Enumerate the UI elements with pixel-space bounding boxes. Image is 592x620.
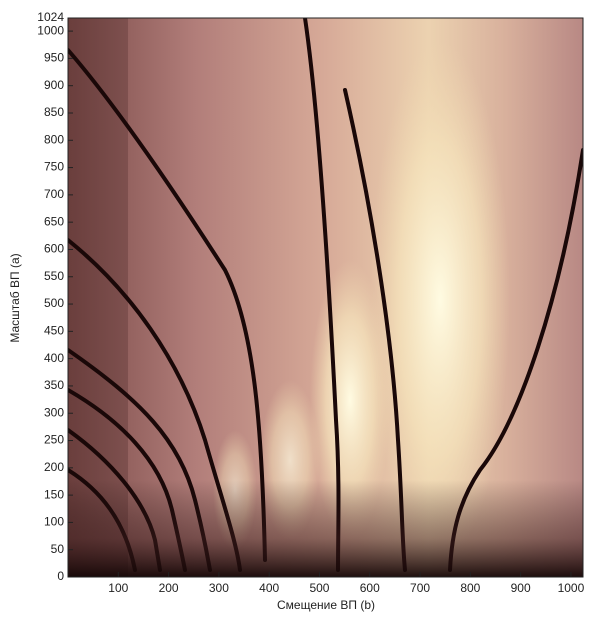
y-tick-label: 50 (51, 542, 65, 556)
y-axis-label: Масштаб ВП (a) (8, 253, 22, 342)
x-tick-label: 100 (108, 581, 128, 595)
x-tick-label: 400 (259, 581, 279, 595)
y-tick-label: 650 (44, 214, 64, 228)
y-tick-label: 500 (44, 296, 64, 310)
y-tick-label: 150 (44, 487, 64, 501)
x-tick-label: 500 (309, 581, 329, 595)
y-tick-label: 450 (44, 324, 64, 338)
x-tick-label: 600 (360, 581, 380, 595)
y-tick-label: 300 (44, 405, 64, 419)
y-tick-label: 950 (44, 51, 64, 65)
y-tick-label: 0 (57, 569, 64, 583)
scalogram (68, 18, 583, 577)
y-tick-label: 750 (44, 160, 64, 174)
y-tick-label: 100 (44, 515, 64, 529)
x-tick-label: 300 (209, 581, 229, 595)
x-tick-label: 800 (460, 581, 480, 595)
x-tick-label: 700 (410, 581, 430, 595)
y-tick-label: 200 (44, 460, 64, 474)
y-tick-label: 1000 (37, 23, 64, 37)
y-tick-label: 350 (44, 378, 64, 392)
x-tick-label: 1000 (558, 581, 585, 595)
y-tick-label: 900 (44, 78, 64, 92)
y-tick-label: 550 (44, 269, 64, 283)
chart: Смещение ВП (b) Масштаб ВП (a) 100 200 300… (0, 0, 592, 620)
x-axis-label: Смещение ВП (b) (277, 598, 375, 612)
y-tick-label: 700 (44, 187, 64, 201)
x-tick-label: 900 (511, 581, 531, 595)
y-tick-label: 800 (44, 132, 64, 146)
y-tick-label: 850 (44, 105, 64, 119)
y-tick-label: 600 (44, 242, 64, 256)
y-tick-label: 400 (44, 351, 64, 365)
y-tick-label: 250 (44, 433, 64, 447)
y-tick-label: 1024 (37, 10, 64, 24)
x-tick-label: 200 (159, 581, 179, 595)
